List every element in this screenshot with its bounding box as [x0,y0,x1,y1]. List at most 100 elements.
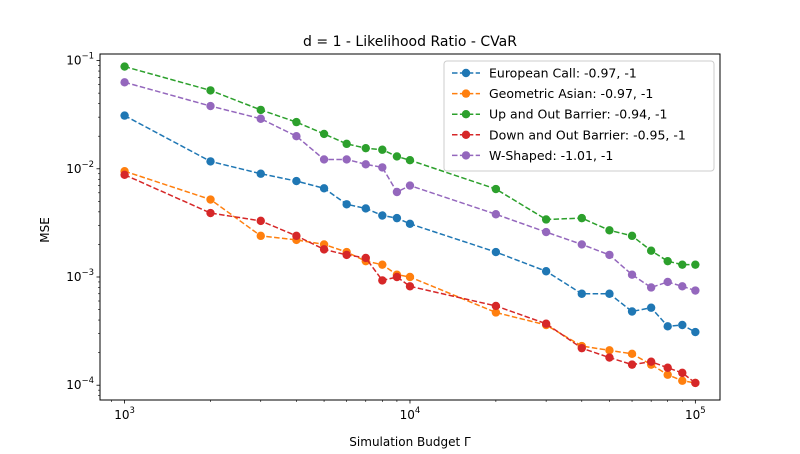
legend-box [443,60,715,172]
legend-label: Down and Out Barrier: -0.95, -1 [489,127,686,142]
data-point [256,231,265,241]
data-point [646,357,656,366]
data-point [206,86,215,95]
data-point [342,139,351,149]
y-axis-label: MSE [38,217,52,243]
data-point [319,184,329,193]
data-point [392,272,402,282]
data-point [256,105,265,115]
data-point [120,170,129,179]
data-point [541,267,551,276]
data-point [206,101,215,111]
legend-swatch-marker [461,130,471,139]
legend-label: Geometric Asian: -0.97, -1 [489,86,653,101]
data-point [206,195,215,204]
legend-swatch-marker [461,68,471,78]
data-point [292,132,301,141]
data-point [256,114,265,123]
data-point [405,219,415,229]
x-tick-label: 105 [685,406,706,422]
legend-label: European Call: -0.97, -1 [489,66,637,81]
plot-content [120,62,700,388]
data-point [678,368,687,378]
data-point [319,129,329,139]
data-point [663,256,672,266]
data-point [678,260,687,269]
data-point [541,319,551,328]
data-point [120,78,129,87]
axis-ticks: 103 104 105 10−4 10−3 10−2 10−1 [66,52,706,422]
data-point [491,210,501,219]
data-point [392,187,402,197]
data-point [541,227,551,237]
data-point [378,163,387,172]
data-point [292,176,301,186]
x-tick-label: 103 [114,406,135,422]
data-point [378,211,387,220]
data-point [392,152,402,161]
data-point [627,360,637,369]
y-tick-label: 10−2 [66,160,94,176]
data-point [577,343,586,353]
data-point [405,272,415,282]
data-point [691,260,700,269]
data-point [646,246,656,255]
legend-swatch-marker [461,110,471,119]
data-point [361,253,370,263]
data-point [691,327,700,337]
legend-swatch-marker [461,151,471,160]
data-point [605,226,614,235]
x-tick-label: 104 [400,406,421,422]
data-point [361,160,370,169]
data-point [361,143,370,153]
data-point [627,270,637,279]
data-point [392,213,402,223]
data-point [361,204,370,213]
data-point [605,346,614,355]
data-point [378,276,387,285]
data-point [691,286,700,295]
legend-swatch-marker [461,89,471,98]
data-point [605,289,614,298]
data-point [206,208,215,218]
chart-title: d = 1 - Likelihood Ratio - CVaR [303,34,517,50]
data-point [120,111,129,120]
data-point [627,307,637,316]
data-point [491,247,501,257]
data-point [405,156,415,165]
data-point [319,245,329,254]
data-point [646,283,656,292]
legend-label: W-Shaped: -1.01, -1 [489,148,613,163]
data-point [405,282,415,291]
data-point [541,215,551,224]
legend-label: Up and Out Barrier: -0.94, -1 [489,107,668,122]
y-tick-label: 10−1 [66,52,94,68]
y-tick-label: 10−3 [66,268,94,284]
data-point [577,213,586,223]
data-point [491,308,501,317]
y-tick-label: 10−4 [66,376,94,392]
data-point [646,303,656,312]
data-point [342,155,351,164]
data-point [678,320,687,330]
data-point [577,289,586,298]
x-axis-label: Simulation Budget Γ [349,435,471,449]
data-point [678,376,687,385]
data-point [491,301,501,311]
data-point [491,184,501,194]
legend: European Call: -0.97, -1 Geometric Asian:… [443,60,715,172]
data-point [319,155,329,164]
data-point [342,250,351,260]
data-point [292,117,301,127]
data-point [663,363,672,372]
data-point [605,250,614,260]
data-point [378,260,387,269]
data-point [663,370,672,379]
data-point [605,353,614,362]
data-point [691,378,700,388]
data-point [120,62,129,71]
data-point [256,216,265,226]
data-point [405,181,415,190]
